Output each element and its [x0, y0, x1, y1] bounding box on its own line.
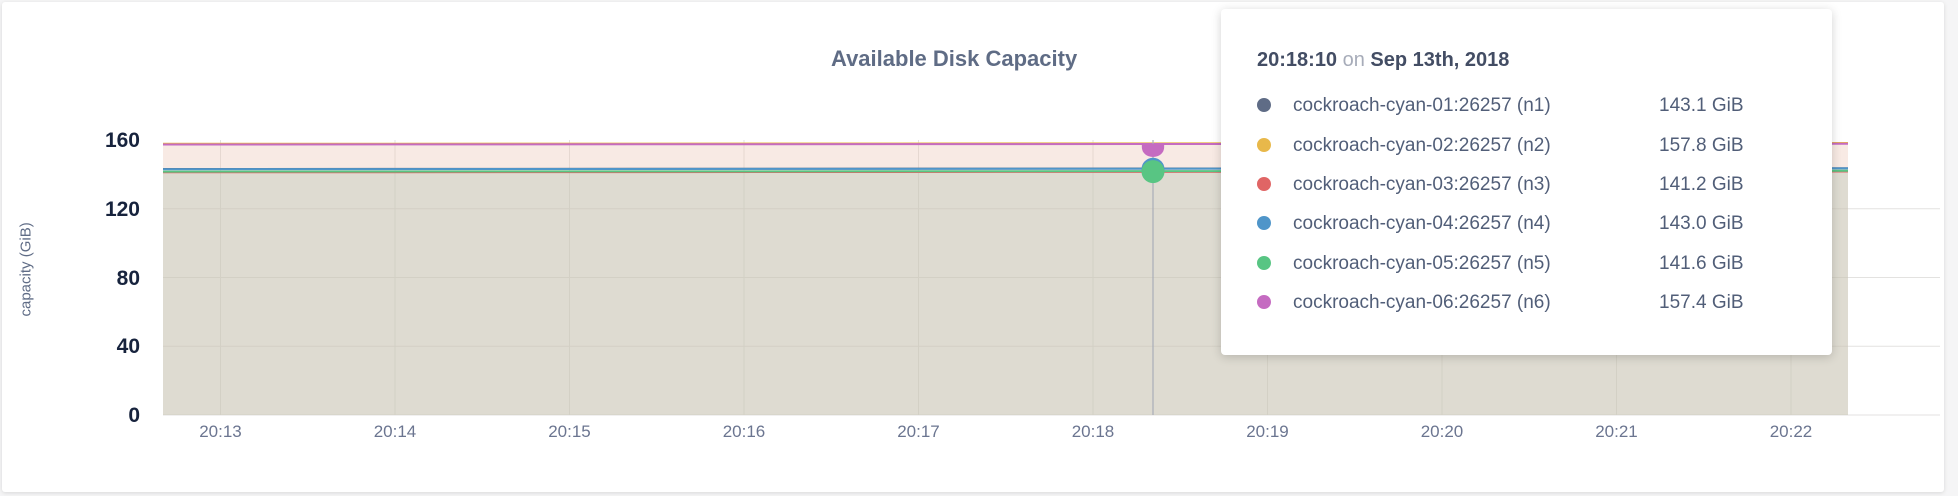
svg-text:20:20: 20:20 [1421, 422, 1464, 441]
svg-text:20:16: 20:16 [723, 422, 766, 441]
svg-text:0: 0 [128, 404, 140, 427]
svg-text:120: 120 [105, 198, 140, 221]
svg-text:160: 160 [105, 129, 140, 152]
svg-text:20:17: 20:17 [897, 422, 940, 441]
svg-text:20:21: 20:21 [1595, 422, 1638, 441]
svg-text:40: 40 [117, 335, 140, 358]
svg-text:20:14: 20:14 [374, 422, 417, 441]
svg-text:20:13: 20:13 [199, 422, 242, 441]
svg-text:20:22: 20:22 [1770, 422, 1813, 441]
svg-text:20:19: 20:19 [1246, 422, 1289, 441]
svg-text:80: 80 [117, 267, 140, 290]
svg-text:20:18: 20:18 [1072, 422, 1115, 441]
svg-text:20:15: 20:15 [548, 422, 591, 441]
